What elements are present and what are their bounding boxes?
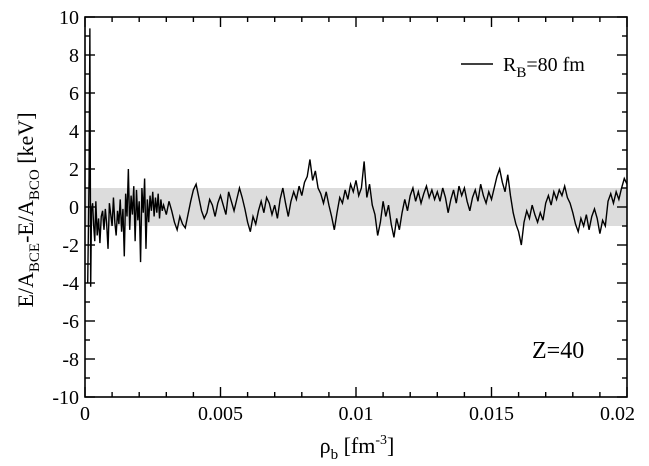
x-tick-label: 0.015 bbox=[469, 403, 514, 425]
x-tick-label: 0.02 bbox=[600, 403, 635, 425]
y-tick-label: 10 bbox=[59, 7, 79, 29]
y-tick-label: 6 bbox=[69, 83, 79, 105]
y-tick-label: 2 bbox=[69, 159, 79, 181]
series-line bbox=[87, 28, 628, 287]
y-tick-label: 0 bbox=[69, 197, 79, 219]
y-tick-label: 8 bbox=[69, 45, 79, 67]
x-tick-label: 0.01 bbox=[339, 403, 374, 425]
y-tick-label: -2 bbox=[62, 235, 79, 257]
x-tick-label: 0 bbox=[80, 403, 90, 425]
y-tick-label: 4 bbox=[69, 121, 79, 143]
y-tick-label: -4 bbox=[62, 273, 79, 295]
x-tick-label: 0.005 bbox=[198, 403, 243, 425]
y-tick-label: -10 bbox=[52, 387, 79, 409]
z-annotation: Z=40 bbox=[532, 338, 584, 364]
y-tick-label: -6 bbox=[62, 311, 79, 333]
y-tick-label: -8 bbox=[62, 349, 79, 371]
